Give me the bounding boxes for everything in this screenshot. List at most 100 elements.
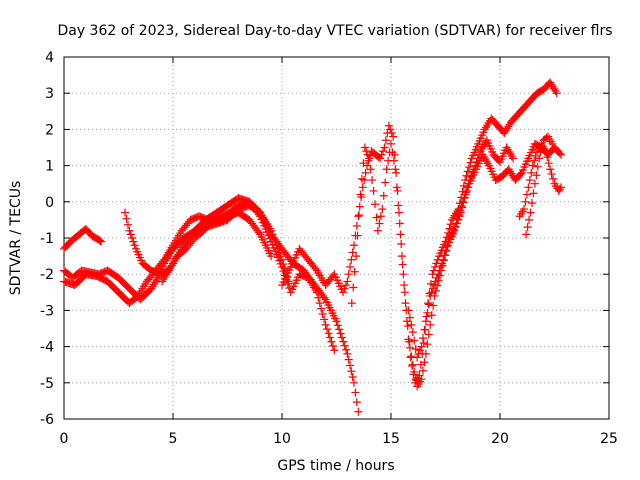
data-point — [386, 125, 395, 134]
data-point — [522, 230, 531, 239]
data-point — [439, 255, 448, 264]
data-point — [509, 154, 518, 163]
data-point — [457, 202, 466, 211]
data-point — [347, 299, 356, 308]
data-point — [348, 248, 357, 257]
data-point — [444, 238, 453, 247]
data-point — [427, 311, 436, 320]
data-point — [423, 308, 432, 317]
x-axis-label: GPS time / hours — [277, 458, 394, 474]
data-point — [340, 284, 349, 293]
data-point — [376, 154, 385, 163]
data-point — [419, 338, 428, 347]
satellite-track-5 — [158, 194, 339, 355]
data-point — [128, 234, 137, 242]
data-point — [403, 322, 412, 331]
data-point — [394, 201, 403, 210]
data-point — [354, 407, 363, 416]
data-point — [315, 299, 324, 308]
satellite-track-8 — [404, 139, 566, 362]
data-point — [466, 158, 475, 167]
data-point — [405, 313, 414, 322]
y-tick-label: 0 — [45, 195, 54, 211]
data-point — [354, 212, 363, 221]
data-point — [401, 299, 410, 308]
data-point — [125, 226, 134, 235]
data-point — [381, 178, 390, 187]
data-point — [384, 121, 393, 130]
data-point — [541, 147, 550, 156]
data-point — [458, 197, 467, 206]
data-point — [435, 266, 444, 275]
data-point — [380, 143, 389, 152]
data-point — [536, 148, 545, 157]
data-point — [525, 176, 534, 185]
data-point — [323, 325, 332, 334]
data-point — [430, 281, 439, 290]
data-point — [414, 349, 423, 358]
data-point — [373, 226, 382, 235]
data-point — [343, 349, 352, 358]
data-point — [339, 337, 348, 346]
x-tick-label: 25 — [600, 431, 618, 447]
data-point — [375, 219, 384, 228]
data-point — [399, 270, 408, 279]
data-point — [357, 174, 366, 183]
data-point — [324, 329, 333, 338]
data-point — [95, 236, 104, 245]
data-point — [462, 186, 471, 195]
data-point — [526, 208, 535, 217]
x-tick-label: 10 — [273, 431, 291, 447]
data-point — [344, 355, 353, 364]
data-point — [317, 304, 326, 313]
data-point — [400, 281, 409, 290]
x-tick-label: 0 — [60, 431, 69, 447]
data-point — [410, 367, 419, 376]
data-point — [320, 315, 329, 324]
data-point — [464, 183, 473, 192]
data-point — [408, 360, 417, 369]
data-point — [283, 279, 292, 288]
data-point — [472, 157, 481, 166]
data-point — [408, 328, 417, 337]
data-point — [381, 136, 390, 145]
data-point — [352, 398, 361, 407]
data-point — [379, 191, 388, 200]
data-point — [453, 215, 462, 224]
data-point — [312, 288, 321, 297]
data-point — [397, 252, 406, 261]
data-point — [407, 320, 416, 329]
data-point — [527, 199, 536, 208]
data-point — [446, 220, 455, 229]
data-point — [424, 299, 433, 308]
data-point — [421, 317, 430, 326]
data-point — [532, 171, 541, 180]
data-point — [366, 165, 375, 174]
data-point — [546, 165, 555, 174]
data-point — [279, 267, 288, 276]
data-point — [351, 388, 360, 397]
data-point — [353, 231, 362, 240]
data-point — [356, 190, 365, 199]
data-point — [521, 197, 530, 206]
data-point — [543, 153, 552, 162]
data-point — [441, 247, 450, 256]
data-point — [418, 334, 427, 343]
data-point — [327, 337, 336, 346]
data-point — [349, 241, 358, 250]
data-point — [122, 214, 131, 223]
satellite-track-6 — [278, 78, 561, 387]
data-point — [126, 230, 135, 239]
y-tick-label: 3 — [45, 86, 54, 102]
data-point — [123, 220, 132, 229]
data-point — [418, 366, 427, 375]
data-point — [336, 329, 345, 338]
data-point — [368, 176, 377, 185]
data-point — [423, 340, 432, 349]
data-point — [392, 168, 401, 177]
data-point — [548, 139, 557, 148]
data-point — [460, 194, 469, 203]
data-point — [527, 168, 536, 177]
data-point — [360, 143, 369, 152]
